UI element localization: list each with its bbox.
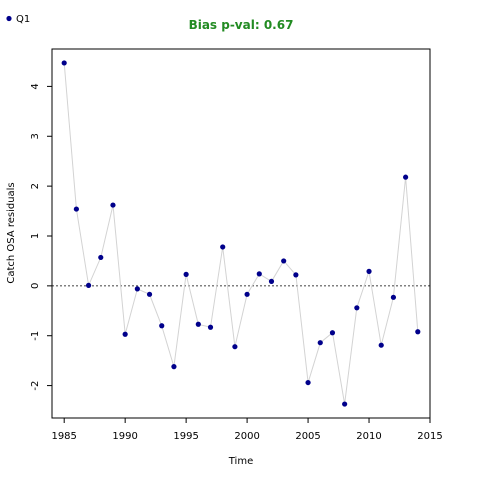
data-point-1988 — [98, 254, 104, 261]
y-tick-label--1: -1 — [30, 331, 41, 341]
data-point-1994 — [171, 364, 177, 370]
x-tick-label-2010: 2010 — [356, 431, 381, 442]
y-axis-title: Catch OSA residuals — [6, 182, 17, 283]
legend-label-q1: Q1 — [16, 14, 30, 25]
data-point-2000 — [244, 291, 250, 297]
y-tick-label-0: 0 — [30, 283, 41, 289]
data-point-1995 — [183, 271, 189, 277]
data-point-1996 — [195, 321, 201, 327]
data-point-1992 — [146, 291, 153, 297]
x-tick-label-1985: 1985 — [51, 431, 76, 442]
data-point-2005 — [305, 379, 311, 386]
y-tick-label--2: -2 — [30, 381, 41, 391]
data-point-1990 — [122, 331, 128, 337]
x-tick-label-2015: 2015 — [417, 431, 442, 442]
legend-marker-q1 — [6, 15, 12, 22]
y-axis: -2 -1 0 1 2 3 4 — [30, 83, 52, 391]
chart-title: Bias p-val: 0.67 — [189, 18, 294, 32]
data-points — [61, 60, 421, 407]
y-tick-label-3: 3 — [30, 133, 41, 139]
data-point-2002 — [268, 278, 275, 284]
data-point-1999 — [232, 344, 238, 350]
y-tick-label-1: 1 — [30, 233, 41, 239]
data-point-2003 — [281, 258, 287, 264]
data-point-1997 — [207, 324, 214, 330]
y-tick-label-4: 4 — [30, 83, 41, 89]
data-point-1987 — [85, 282, 92, 288]
data-point-2009 — [354, 305, 360, 311]
data-point-2014 — [415, 329, 421, 335]
x-axis-title: Time — [228, 456, 253, 467]
x-tick-label-2005: 2005 — [295, 431, 320, 442]
data-point-2001 — [256, 271, 262, 277]
data-point-2011 — [378, 342, 384, 348]
y-tick-label-2: 2 — [30, 183, 41, 189]
data-point-1998 — [220, 244, 226, 250]
x-tick-label-2000: 2000 — [234, 431, 259, 442]
data-point-1985 — [61, 60, 67, 66]
data-point-2012 — [390, 294, 397, 300]
plot-frame — [51, 48, 431, 419]
data-point-1991 — [134, 286, 140, 292]
data-point-2007 — [329, 330, 336, 336]
legend: Q1 — [6, 14, 30, 25]
data-point-1989 — [110, 202, 116, 208]
data-point-2010 — [366, 268, 372, 274]
data-point-2008 — [342, 401, 348, 407]
x-axis: 1985 1990 1995 2000 2005 2010 2015 — [51, 418, 443, 442]
x-tick-label-1995: 1995 — [173, 431, 198, 442]
data-point-2006 — [317, 340, 323, 346]
series-line-q1 — [63, 62, 419, 405]
data-point-2013 — [403, 174, 409, 180]
data-point-2004 — [293, 272, 299, 278]
data-point-1993 — [159, 323, 165, 329]
x-tick-label-1990: 1990 — [112, 431, 137, 442]
data-point-1986 — [73, 206, 79, 212]
